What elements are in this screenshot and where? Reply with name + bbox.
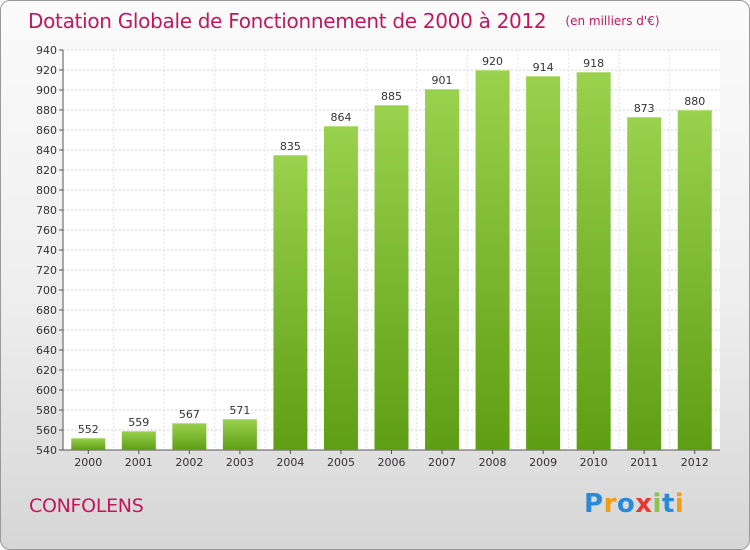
x-tick-label: 2002	[175, 456, 203, 469]
bar-2006	[374, 105, 409, 450]
bar-2010	[576, 72, 611, 450]
y-tick-label: 580	[36, 404, 57, 417]
data-label-2001: 559	[128, 416, 149, 429]
x-tick-label: 2000	[74, 456, 102, 469]
bar-2011	[627, 117, 662, 450]
y-tick-label: 780	[36, 204, 57, 217]
logo-letter: x	[635, 489, 653, 519]
chart-title: Dotation Globale de Fonctionnement de 20…	[28, 9, 547, 33]
x-tick-label: 2003	[226, 456, 254, 469]
y-tick-label: 880	[36, 104, 57, 117]
y-tick-label: 800	[36, 184, 57, 197]
data-label-2012: 880	[684, 95, 705, 108]
y-tick-label: 840	[36, 144, 57, 157]
data-label-2004: 835	[280, 140, 301, 153]
data-label-2009: 914	[533, 61, 554, 74]
y-tick-label: 940	[36, 44, 57, 57]
bar-2002	[172, 423, 207, 450]
logo-letter: i	[652, 489, 662, 519]
data-label-2011: 873	[634, 102, 655, 115]
y-tick-label: 720	[36, 264, 57, 277]
x-tick-label: 2009	[529, 456, 557, 469]
data-label-2005: 864	[330, 111, 351, 124]
title-row: Dotation Globale de Fonctionnement de 20…	[28, 9, 660, 33]
bar-2012	[677, 110, 712, 450]
bar-2001	[121, 431, 156, 450]
x-tick-label: 2010	[580, 456, 608, 469]
data-label-2003: 571	[229, 404, 250, 417]
bar-2004	[273, 155, 308, 450]
x-tick-label: 2005	[327, 456, 355, 469]
x-tick-label: 2007	[428, 456, 456, 469]
bar-2008	[475, 70, 510, 450]
bar-2005	[323, 126, 358, 450]
y-tick-label: 600	[36, 384, 57, 397]
y-tick-label: 740	[36, 244, 57, 257]
bar-2000	[71, 438, 106, 450]
y-tick-label: 540	[36, 444, 57, 457]
bar-2007	[425, 89, 460, 450]
bars	[71, 70, 712, 450]
bar-2009	[526, 76, 561, 450]
y-tick-label: 620	[36, 364, 57, 377]
proxiti-logo: Proxiti	[584, 489, 684, 519]
y-tick-label: 760	[36, 224, 57, 237]
y-tick-label: 820	[36, 164, 57, 177]
data-label-2008: 920	[482, 55, 503, 68]
x-tick-label: 2012	[681, 456, 709, 469]
y-tick-label: 660	[36, 324, 57, 337]
x-tick-label: 2008	[479, 456, 507, 469]
y-tick-label: 700	[36, 284, 57, 297]
data-label-2000: 552	[78, 423, 99, 436]
chart-subtitle: (en milliers d'€)	[565, 14, 660, 28]
labels: 540 560 580 600 620 640 660 680 700 720 740 760 780 8…	[36, 44, 709, 469]
data-label-2002: 567	[179, 408, 200, 421]
data-label-2010: 918	[583, 57, 604, 70]
logo-letter: r	[603, 489, 617, 519]
y-tick-label: 640	[36, 344, 57, 357]
y-tick-label: 920	[36, 64, 57, 77]
x-tick-label: 2006	[378, 456, 406, 469]
x-tick-label: 2001	[125, 456, 153, 469]
logo-letter: o	[616, 489, 636, 519]
y-tick-label: 860	[36, 124, 57, 137]
y-tick-label: 680	[36, 304, 57, 317]
logo-letter: i	[674, 489, 685, 519]
data-label-2006: 885	[381, 90, 402, 103]
x-tick-label: 2011	[630, 456, 658, 469]
logo-letter: t	[661, 489, 675, 519]
data-label-2007: 901	[432, 74, 453, 87]
commune-name: CONFOLENS	[29, 495, 144, 517]
bar-2003	[222, 419, 257, 450]
x-tick-label: 2004	[276, 456, 304, 469]
y-tick-label: 900	[36, 84, 57, 97]
logo-letter: P	[584, 489, 604, 519]
y-tick-label: 560	[36, 424, 57, 437]
